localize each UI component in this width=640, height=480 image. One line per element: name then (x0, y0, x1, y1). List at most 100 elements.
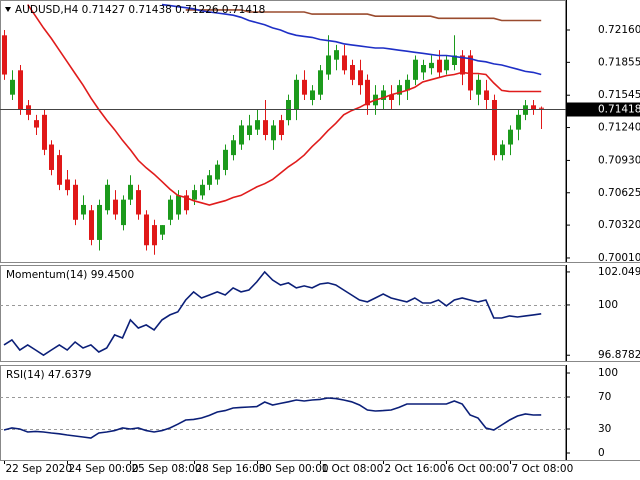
candle-body (302, 79, 307, 95)
x-tick-label: 25 Sep 08:00 (132, 463, 202, 475)
candle-body (121, 199, 126, 226)
y-tick-label: 0.71855 (598, 56, 640, 68)
candle-body (516, 114, 521, 130)
candle-body (334, 50, 339, 60)
x-tick-label: 24 Sep 00:00 (69, 463, 139, 475)
y-tick-label: 102.0498 (598, 266, 640, 278)
candle-body (405, 79, 410, 91)
candle-body (389, 94, 394, 100)
candle-body (160, 225, 165, 235)
candle-body (42, 114, 47, 150)
candle-body (437, 59, 442, 73)
y-tick-label: 0.71240 (598, 122, 640, 134)
candle-body (192, 190, 197, 200)
panel-frame (0, 365, 566, 461)
y-tick-label: 0.70320 (598, 219, 640, 231)
panel-frame (0, 0, 566, 263)
candle-body (97, 204, 102, 240)
candle-body (492, 99, 497, 156)
candle-body (26, 105, 31, 115)
candle-body (207, 175, 212, 185)
indicator-line (3, 270, 542, 357)
candle-body (231, 140, 236, 156)
collapse-arrow (5, 7, 11, 12)
y-tick-label: 96.8782 (598, 349, 640, 361)
candle-body (381, 90, 386, 100)
candle-body (342, 55, 347, 71)
candle-body (358, 70, 363, 86)
candle-body (397, 85, 402, 95)
candle-body (255, 120, 260, 130)
candle-body (73, 184, 78, 220)
y-tick-label: 100 (598, 367, 618, 379)
candle-body (247, 125, 252, 135)
candle-body (286, 99, 291, 121)
price-label-box (567, 102, 640, 117)
candle-body (429, 62, 434, 69)
candle-body (365, 79, 370, 106)
candle-body (508, 129, 513, 145)
candle-body (152, 225, 157, 246)
candle-body (263, 120, 268, 135)
candle-body (57, 155, 62, 185)
price-label: 0.71418 (598, 104, 640, 116)
moving-average (161, 3, 542, 76)
candle-body (49, 144, 54, 170)
x-tick-label: 6 Oct 00:00 (448, 463, 510, 475)
moving-average (185, 9, 542, 22)
candle-body (144, 214, 149, 246)
candle-body (421, 64, 426, 73)
y-tick-label: 0.70930 (598, 154, 640, 166)
candle-body (452, 55, 457, 65)
candle-body (65, 179, 70, 191)
plot-area (0, 270, 566, 357)
candle-body (460, 55, 465, 75)
y-tick-label: 0.70010 (598, 252, 640, 264)
candle-body (200, 184, 205, 196)
indicator-line (3, 397, 542, 439)
candle-body (136, 190, 141, 215)
candle-body (10, 79, 15, 95)
panel-title: Momentum(14) 99.4500 (6, 269, 134, 281)
candle-body (279, 120, 284, 135)
candle-body (18, 70, 23, 110)
candle-body (350, 64, 355, 80)
y-tick-label: 100 (598, 299, 618, 311)
candle-body (89, 210, 94, 240)
plot-area (2, 3, 544, 255)
candle-body (2, 35, 7, 75)
candle-body (326, 55, 331, 75)
candle-body (318, 70, 323, 95)
panel-frame (0, 265, 566, 362)
y-tick-label: 0.70625 (598, 187, 640, 199)
y-tick-label: 30 (598, 423, 611, 435)
panel-title: RSI(14) 47.6379 (6, 369, 91, 381)
candle-body (239, 125, 244, 145)
candle-body (34, 120, 39, 128)
candle-body (168, 199, 173, 220)
candle-body (176, 195, 181, 215)
candle-body (310, 90, 315, 100)
candle-body (476, 79, 481, 95)
candle-body (81, 204, 86, 215)
x-tick-label: 7 Oct 08:00 (512, 463, 574, 475)
x-tick-label: 28 Sep 16:00 (196, 463, 266, 475)
x-tick-label: 1 Oct 08:00 (322, 463, 384, 475)
candle-body (500, 144, 505, 156)
candle-body (184, 195, 189, 211)
candle-body (531, 105, 536, 110)
candle-body (539, 107, 544, 109)
candle-body (223, 149, 228, 170)
candle-body (484, 90, 489, 100)
x-tick-label: 2 Oct 16:00 (385, 463, 447, 475)
candle-body (413, 59, 418, 80)
candle-body (113, 199, 118, 215)
y-tick-label: 0.72160 (598, 24, 640, 36)
y-tick-label: 0.71545 (598, 89, 640, 101)
candle-body (128, 184, 133, 200)
y-tick-label: 70 (598, 391, 611, 403)
candle-body (105, 184, 110, 211)
candle-body (294, 79, 299, 110)
y-tick-label: 0 (598, 447, 605, 459)
